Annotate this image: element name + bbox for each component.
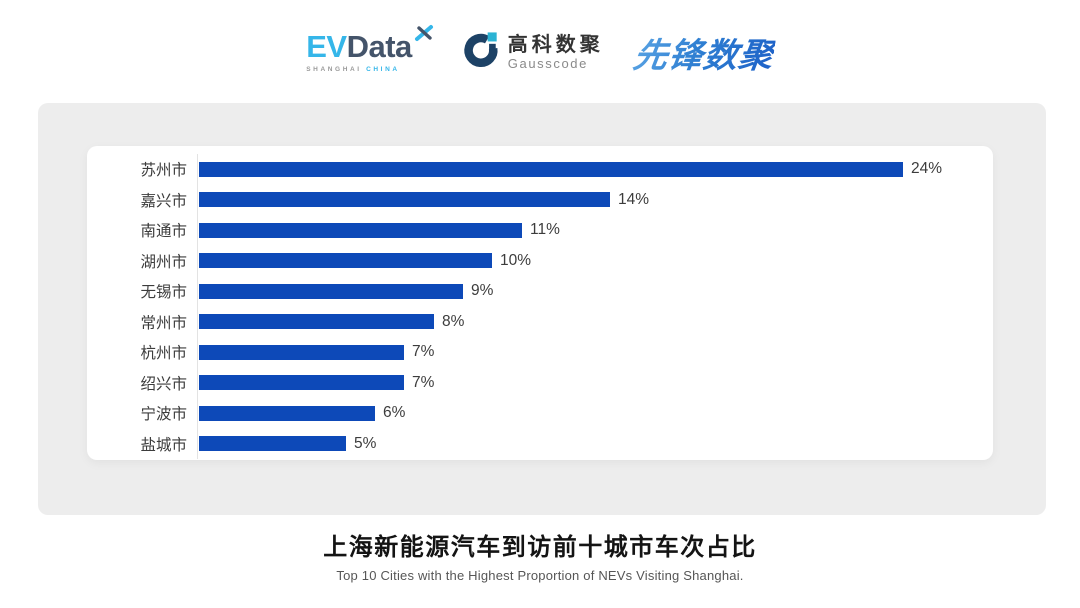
bar-category-label: 宁波市	[140, 406, 187, 424]
bar	[199, 161, 903, 177]
chart-row: 杭州市 7%	[87, 337, 993, 368]
bar-value-label: 6%	[383, 404, 406, 422]
bar-value-label: 11%	[530, 221, 560, 239]
chart-card: 苏州市 24% 嘉兴市 14% 南通市 11% 湖州市 10% 无锡市 9% 常州市 8% 杭州市 7% 绍…	[38, 103, 1046, 515]
bar	[199, 314, 434, 330]
evdata-subtext: SHANGHAI CHINA	[306, 66, 399, 73]
footer: 上海新能源汽车到访前十城市车次占比 Top 10 Cities with the…	[0, 533, 1080, 583]
bar-category-label: 湖州市	[140, 253, 187, 271]
bar-track: 5%	[197, 428, 993, 459]
bar-value-label: 24%	[911, 160, 943, 178]
bar	[199, 192, 610, 208]
evdata-subtext-china: CHINA	[366, 66, 400, 73]
chart-panel: 苏州市 24% 嘉兴市 14% 南通市 11% 湖州市 10% 无锡市 9% 常州市 8% 杭州市 7% 绍…	[87, 146, 993, 460]
bar	[199, 436, 346, 452]
bar-track: 9%	[197, 276, 993, 307]
logo-header: EV Data SHANGHAI CHINA 高科数聚 Gausscode 先锋数…	[0, 20, 1080, 84]
bar-category-label: 南通市	[140, 223, 187, 241]
evdata-wordmark: EV Data	[306, 25, 433, 64]
bar-value-label: 8%	[442, 312, 465, 330]
bar-category-label: 苏州市	[140, 162, 187, 180]
chart-row: 无锡市 9%	[87, 276, 993, 307]
bar-track: 6%	[197, 398, 993, 429]
evdata-data-text: Data	[346, 29, 413, 64]
gausscode-en-text: Gausscode	[507, 55, 588, 71]
pioneer-logo: 先锋数聚	[630, 28, 777, 77]
bar-category-label: 杭州市	[140, 345, 187, 363]
bar-value-label: 7%	[412, 373, 435, 391]
bar-track: 11%	[197, 215, 993, 246]
bar	[199, 253, 492, 269]
bar-value-label: 14%	[618, 190, 650, 208]
bar-track: 7%	[197, 367, 993, 398]
chart-row: 常州市 8%	[87, 306, 993, 337]
chart-subtitle: Top 10 Cities with the Highest Proportio…	[336, 568, 744, 583]
bar-category-label: 绍兴市	[140, 375, 187, 393]
bar-category-label: 嘉兴市	[140, 192, 187, 210]
bar-category-label: 常州市	[140, 314, 187, 332]
gausscode-g-icon	[462, 30, 500, 75]
chart-row: 嘉兴市 14%	[87, 184, 993, 215]
chart-row: 宁波市 6%	[87, 398, 993, 429]
bar-value-label: 5%	[354, 434, 377, 452]
bar-track: 10%	[197, 245, 993, 276]
chart-row: 湖州市 10%	[87, 245, 993, 276]
bar-value-label: 7%	[412, 343, 435, 361]
bar	[199, 222, 522, 238]
bar-value-label: 10%	[500, 251, 532, 269]
evdata-ev-text: EV	[306, 29, 347, 64]
chart-row: 盐城市 5%	[87, 428, 993, 459]
bar-track: 24%	[197, 154, 993, 185]
bar-value-label: 9%	[471, 282, 494, 300]
chart-row: 苏州市 24%	[87, 154, 993, 185]
gausscode-cn-text: 高科数聚	[507, 33, 604, 56]
gausscode-logo: 高科数聚 Gausscode	[462, 30, 604, 75]
evdata-logo: EV Data SHANGHAI CHINA	[306, 25, 433, 73]
bar	[199, 283, 463, 299]
bar	[199, 405, 375, 421]
chart-rows: 苏州市 24% 嘉兴市 14% 南通市 11% 湖州市 10% 无锡市 9% 常州市 8% 杭州市 7% 绍…	[87, 154, 993, 459]
bar	[199, 344, 404, 360]
bar-track: 14%	[197, 184, 993, 215]
bar	[199, 375, 404, 391]
bar-category-label: 盐城市	[140, 436, 187, 454]
chart-title: 上海新能源汽车到访前十城市车次占比	[323, 534, 757, 561]
chart-row: 南通市 11%	[87, 215, 993, 246]
evdata-subtext-shanghai: SHANGHAI	[306, 66, 362, 73]
bar-track: 8%	[197, 306, 993, 337]
evdata-x-icon	[414, 17, 434, 49]
bar-category-label: 无锡市	[140, 284, 187, 302]
gausscode-wordmark: 高科数聚 Gausscode	[508, 34, 604, 71]
chart-row: 绍兴市 7%	[87, 367, 993, 398]
bar-track: 7%	[197, 337, 993, 368]
